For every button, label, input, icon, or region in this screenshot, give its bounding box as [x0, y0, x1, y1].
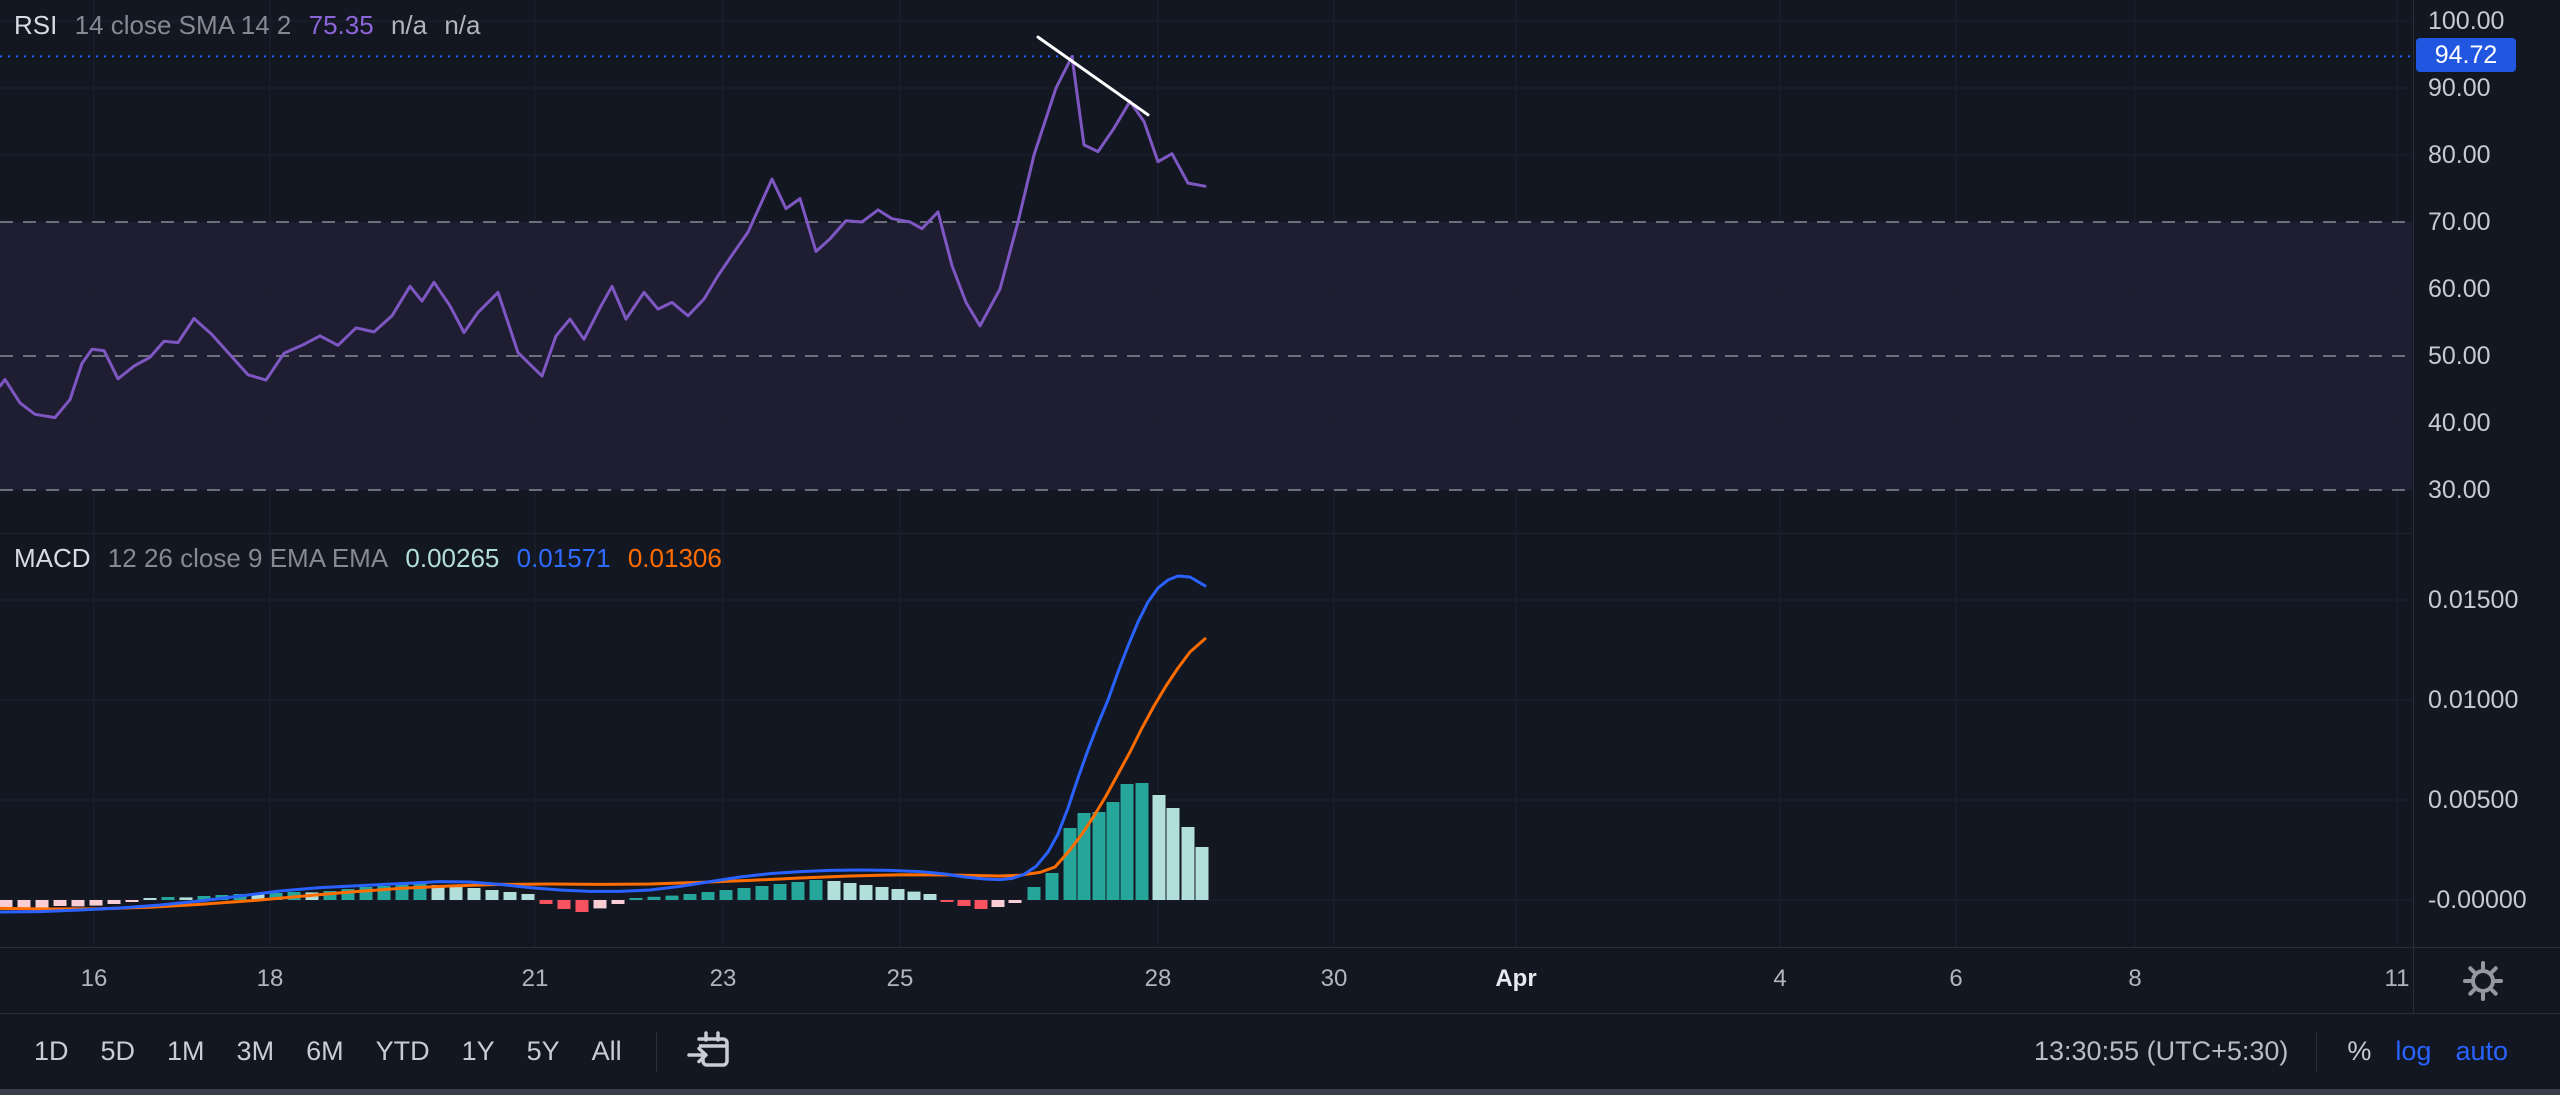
- clock-display[interactable]: 13:30:55 (UTC+5:30): [2034, 1036, 2289, 1066]
- calendar-arrow-icon: [686, 1031, 729, 1067]
- time-tick-30: 30: [1320, 965, 1348, 992]
- go-to-date-button[interactable]: [675, 1023, 743, 1080]
- macd-legend-hist-value: 0.00265: [405, 543, 500, 573]
- time-tick-6: 6: [1949, 965, 1963, 992]
- rsi-axis-label-100: 100.00: [2428, 7, 2505, 35]
- bottom-toolbar: 1D 5D 1M 3M 6M YTD 1Y 5Y All 13:30:55 (UTC+5:30)…: [0, 1013, 2560, 1089]
- time-scale[interactable]: 16 18 21 23 25 28 30 Apr 4 6 8 11: [0, 947, 2560, 1013]
- rsi-plot[interactable]: [0, 0, 2412, 533]
- rsi-legend-sma2-value: n/a: [444, 10, 481, 40]
- range-button-1y[interactable]: 1Y: [446, 1028, 511, 1075]
- range-button-1m[interactable]: 1M: [151, 1028, 221, 1075]
- time-tick-Apr: Apr: [1495, 965, 1537, 992]
- range-button-3m[interactable]: 3M: [221, 1028, 291, 1075]
- rsi-legend-params: 14 close SMA 14 2: [74, 10, 292, 40]
- macd-axis-label-0.01: 0.01000: [2428, 686, 2519, 714]
- macd-legend-macd-value: 0.01571: [516, 543, 611, 573]
- macd-legend-params: 12 26 close 9 EMA EMA: [107, 543, 389, 573]
- macd-axis-label-0: -0.00000: [2428, 886, 2527, 914]
- macd-plot[interactable]: [0, 533, 2412, 947]
- rsi-legend-value: 75.35: [308, 10, 374, 40]
- rsi-last-value-badge: 94.72: [2416, 38, 2516, 72]
- macd-axis-label-0.005: 0.00500: [2428, 786, 2519, 814]
- auto-scale-toggle[interactable]: auto: [2443, 1030, 2520, 1073]
- rsi-legend-title: RSI: [14, 10, 58, 40]
- gear-icon: [2463, 961, 2503, 1001]
- rsi-legend-sma-value: n/a: [390, 10, 428, 40]
- macd-legend-title: MACD: [14, 543, 91, 573]
- time-axis-corner-divider: [2413, 948, 2414, 1013]
- chart-region: RSI 14 close SMA 14 2 75.35 n/a n/a MACD…: [0, 0, 2412, 947]
- range-button-1d[interactable]: 1D: [18, 1028, 85, 1075]
- range-button-all[interactable]: All: [576, 1028, 638, 1075]
- log-scale-toggle[interactable]: log: [2383, 1030, 2443, 1073]
- date-range-buttons: 1D 5D 1M 3M 6M YTD 1Y 5Y All: [18, 1028, 638, 1075]
- rsi-axis-label-30: 30.00: [2428, 476, 2491, 504]
- macd-axis-label-0.015: 0.01500: [2428, 586, 2519, 614]
- time-tick-16: 16: [80, 965, 108, 992]
- rsi-axis-label-60: 60.00: [2428, 275, 2491, 303]
- price-scale[interactable]: 94.72 100.00 90.00 80.00 70.00 60.00 50.00 40.…: [2413, 0, 2560, 947]
- rsi-pane[interactable]: RSI 14 close SMA 14 2 75.35 n/a n/a: [0, 0, 2412, 534]
- toolbar-divider: [655, 1031, 657, 1072]
- rsi-axis-label-80: 80.00: [2428, 141, 2491, 169]
- macd-legend-signal-value: 0.01306: [627, 543, 722, 573]
- macd-legend: MACD 12 26 close 9 EMA EMA 0.00265 0.015…: [14, 543, 732, 574]
- time-tick-21: 21: [521, 965, 549, 992]
- rsi-axis-label-70: 70.00: [2428, 208, 2491, 236]
- time-tick-18: 18: [256, 965, 284, 992]
- range-button-5y[interactable]: 5Y: [511, 1028, 576, 1075]
- range-button-5d[interactable]: 5D: [85, 1028, 152, 1075]
- toolbar-right-group: 13:30:55 (UTC+5:30) % log auto: [2034, 1030, 2520, 1073]
- time-tick-11: 11: [2384, 965, 2410, 992]
- time-tick-23: 23: [709, 965, 737, 992]
- time-labels: 16 18 21 23 25 28 30 Apr 4 6 8 11: [0, 948, 2413, 1013]
- range-button-6m[interactable]: 6M: [290, 1028, 360, 1075]
- percent-scale-toggle[interactable]: %: [2335, 1030, 2383, 1073]
- time-tick-8: 8: [2128, 965, 2142, 992]
- time-tick-28: 28: [1144, 965, 1172, 992]
- macd-pane[interactable]: MACD 12 26 close 9 EMA EMA 0.00265 0.015…: [0, 533, 2412, 947]
- rsi-axis-label-90: 90.00: [2428, 74, 2491, 102]
- time-tick-4: 4: [1773, 965, 1787, 992]
- time-tick-25: 25: [886, 965, 914, 992]
- range-button-ytd[interactable]: YTD: [360, 1028, 446, 1075]
- toolbar-divider-right: [2316, 1031, 2318, 1072]
- rsi-axis-label-40: 40.00: [2428, 409, 2491, 437]
- rsi-legend: RSI 14 close SMA 14 2 75.35 n/a n/a: [14, 10, 490, 41]
- scale-settings-button[interactable]: [2458, 958, 2508, 1004]
- rsi-axis-label-50: 50.00: [2428, 342, 2491, 370]
- window-bottom-edge: [0, 1089, 2560, 1095]
